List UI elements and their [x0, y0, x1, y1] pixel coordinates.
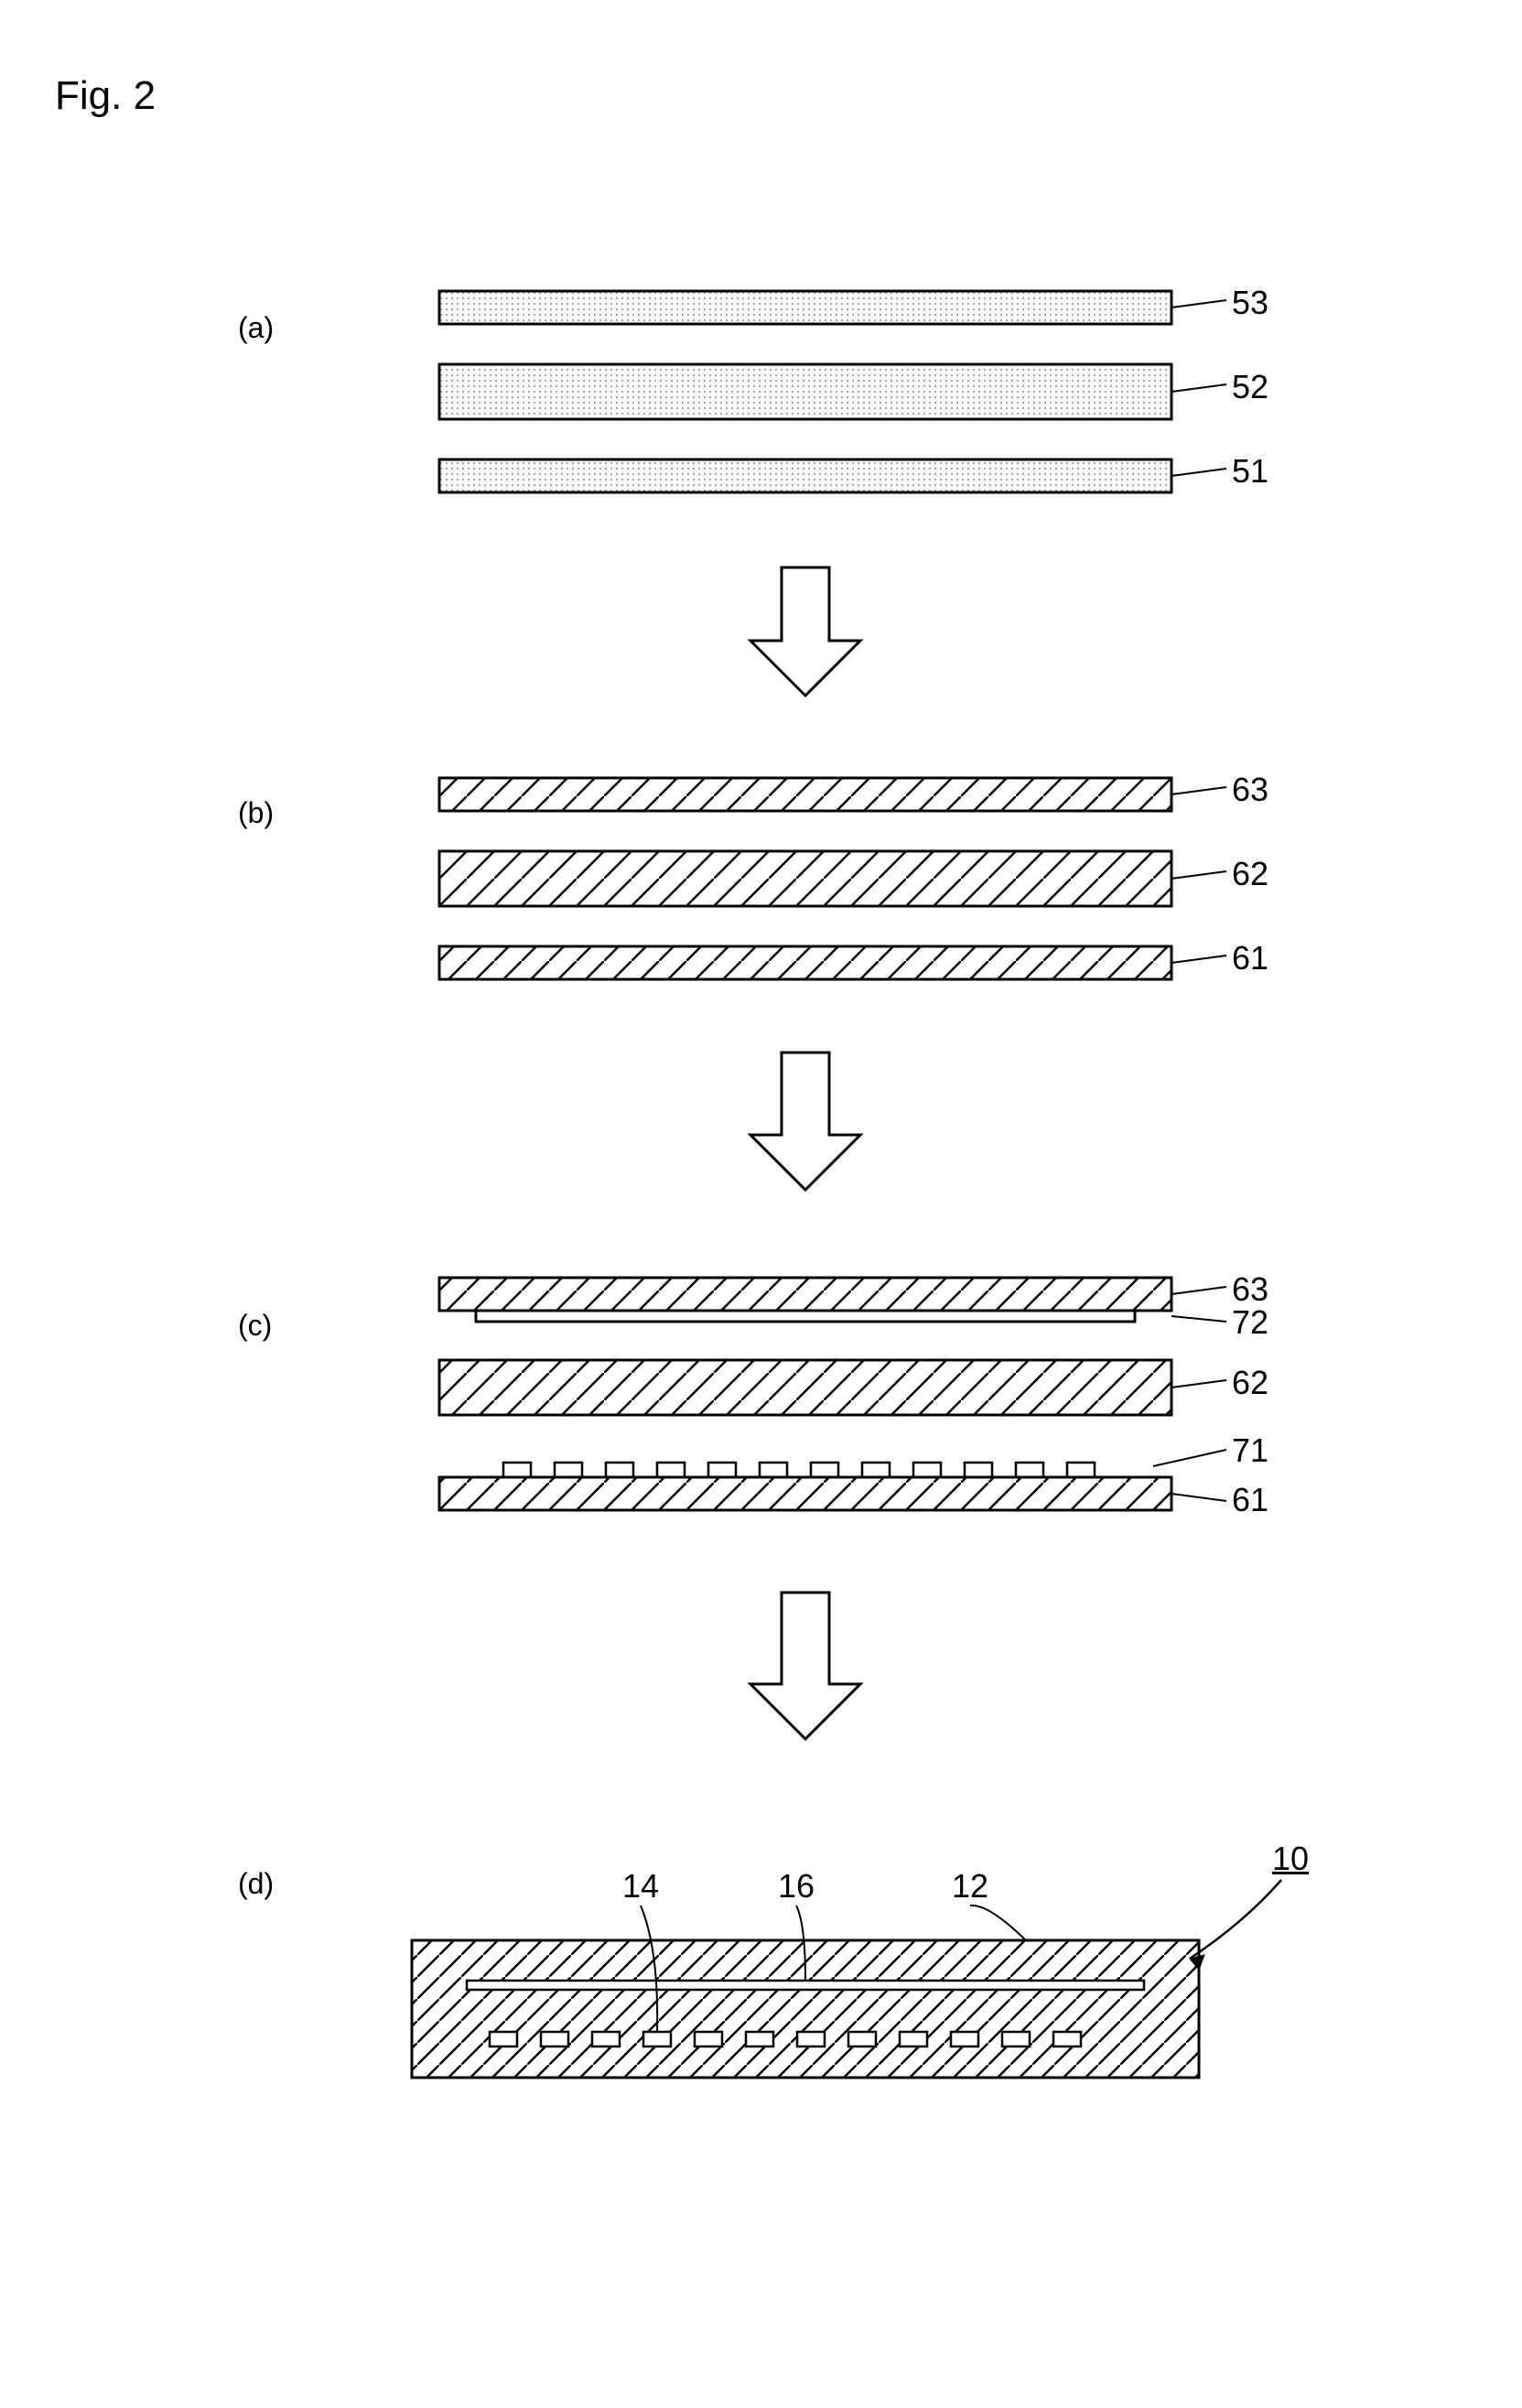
- diagram-svg: [0, 0, 1522, 2408]
- step-label-3: (d): [238, 1867, 274, 1901]
- label-a-53: 53: [1232, 284, 1268, 322]
- label-c-62: 62: [1232, 1364, 1268, 1402]
- label-a-52: 52: [1232, 368, 1268, 406]
- label-b-63: 63: [1232, 771, 1268, 809]
- down-arrow-2: [750, 1593, 860, 1739]
- label-b-62: 62: [1232, 855, 1268, 893]
- label-c-61: 61: [1232, 1481, 1268, 1519]
- label-d-16: 16: [778, 1867, 815, 1906]
- label-b-61: 61: [1232, 939, 1268, 977]
- label-a-51: 51: [1232, 452, 1268, 491]
- label-c-72: 72: [1232, 1303, 1268, 1342]
- down-arrow-1: [750, 1053, 860, 1190]
- down-arrow-0: [750, 567, 860, 696]
- step-label-0: (a): [238, 311, 274, 345]
- step-label-1: (b): [238, 796, 274, 830]
- label-c-71: 71: [1232, 1431, 1268, 1470]
- step-label-2: (c): [238, 1309, 272, 1343]
- page: Fig. 2 (a)(b)(c)(d)535251636261637262716…: [0, 0, 1522, 2408]
- label-d-10: 10: [1272, 1840, 1309, 1878]
- label-d-12: 12: [952, 1867, 988, 1906]
- label-d-14: 14: [622, 1867, 659, 1906]
